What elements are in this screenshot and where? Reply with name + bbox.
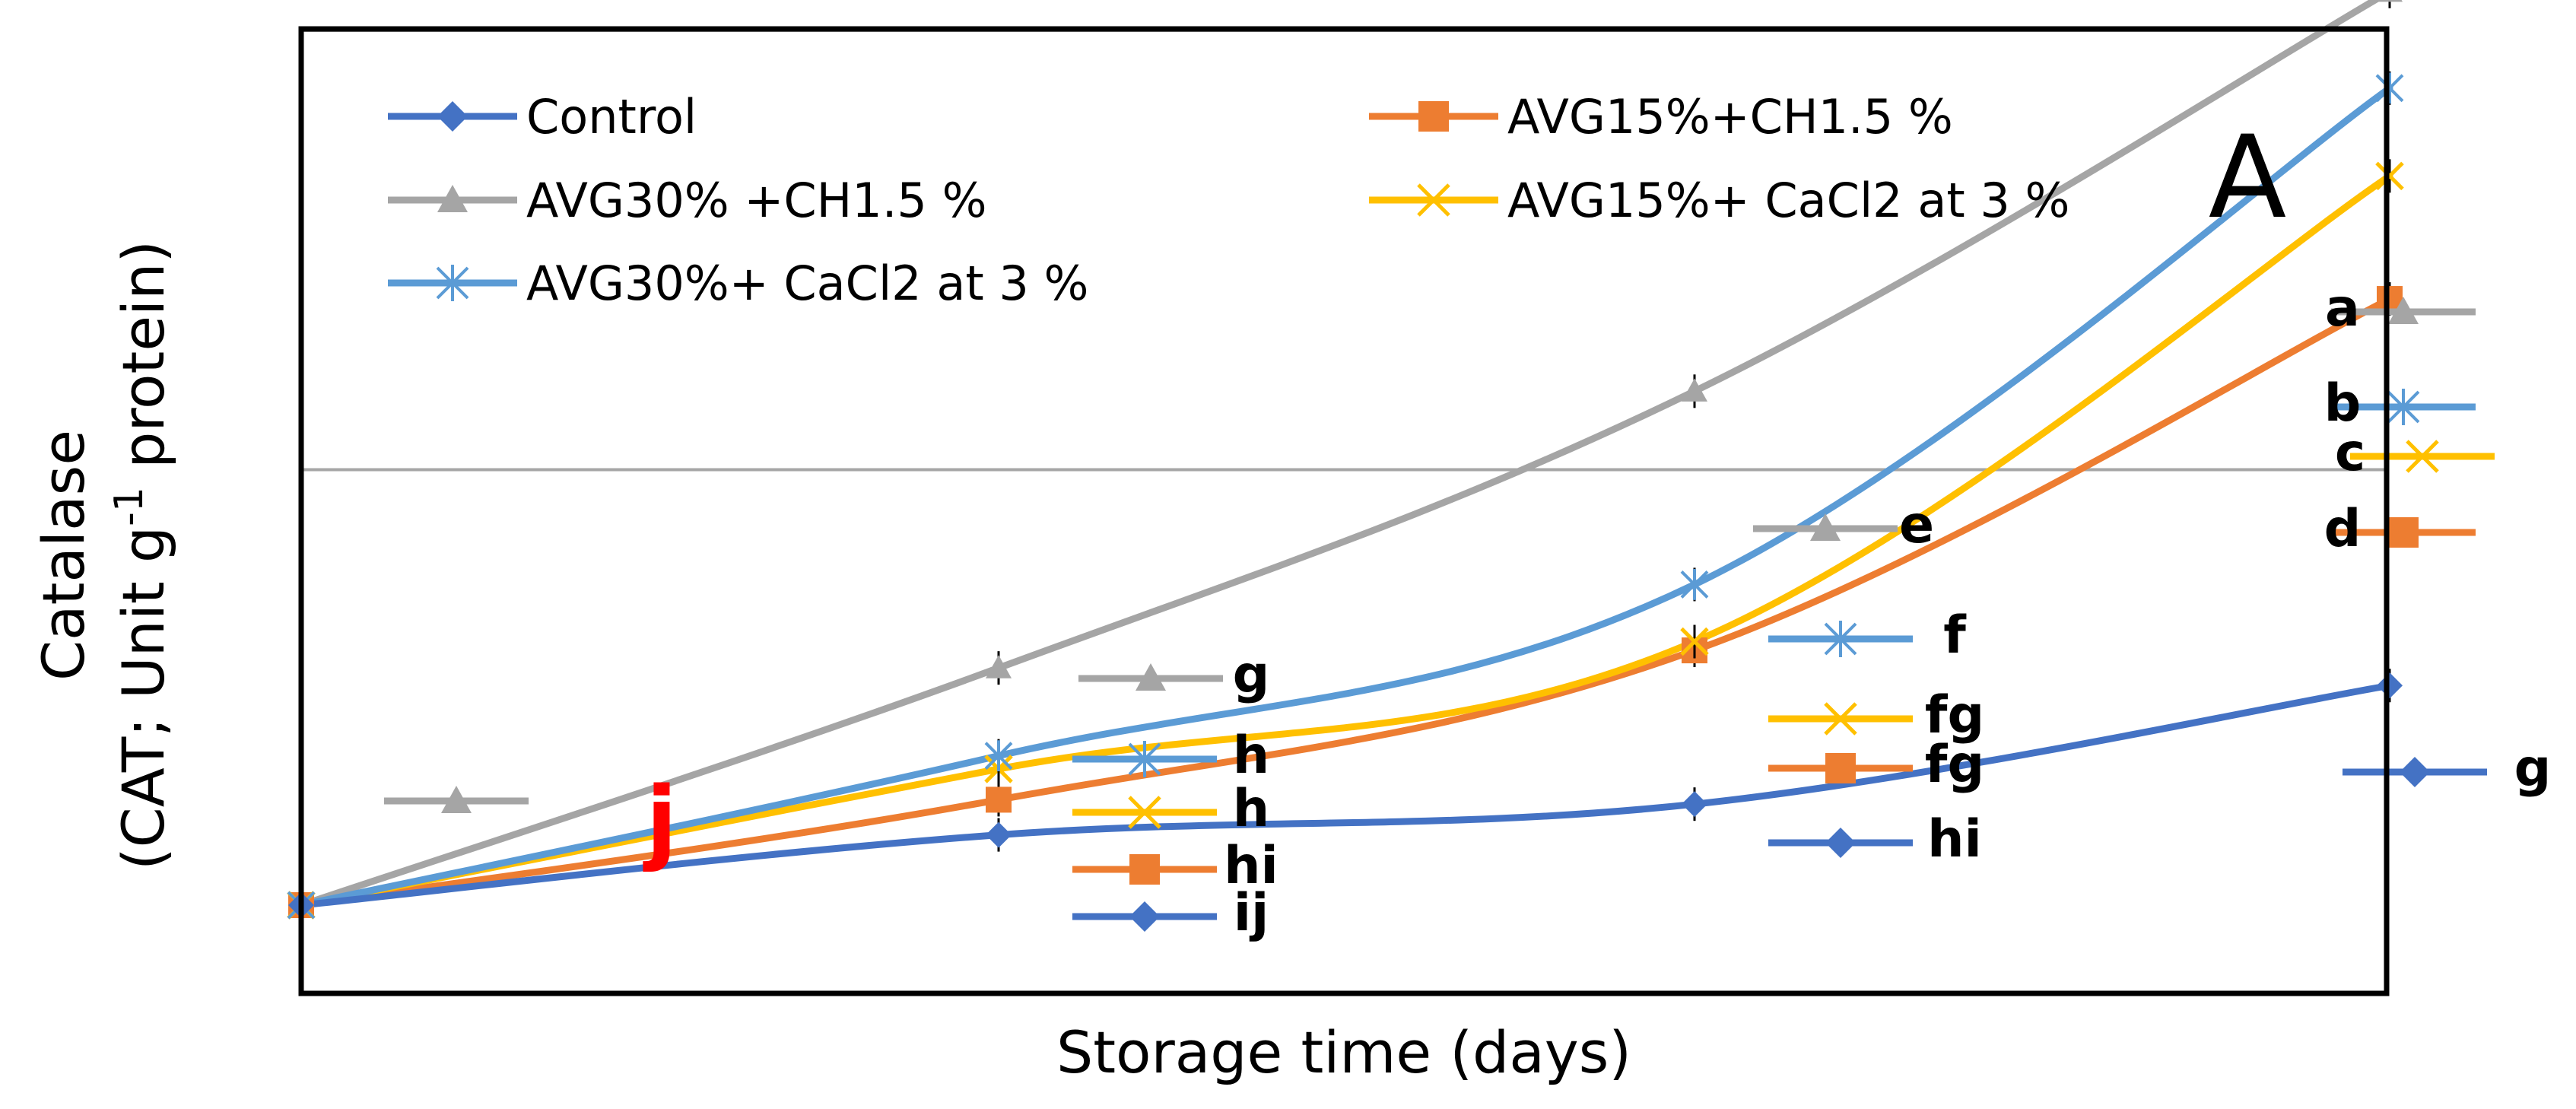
legend-swatch-marker-1 <box>437 101 468 132</box>
sig-key-marker-10 <box>2400 757 2430 787</box>
data-point-3-2 <box>1682 378 1707 402</box>
series-line-5 <box>297 84 2393 909</box>
plot-area-border <box>298 26 2390 996</box>
series-line-4 <box>297 172 2393 909</box>
data-point-3-1 <box>986 655 1012 678</box>
data-point-2-1 <box>986 786 1012 813</box>
legend: Control AVG15%+CH1.5 % AVG30% +CH1.5 % AVG1… <box>388 89 2069 311</box>
sig-letter-1: a <box>2325 278 2360 338</box>
sig-key-marker-13 <box>1129 854 1160 885</box>
data-point-1-1 <box>986 821 1012 848</box>
sig-letter-2: b <box>2324 373 2362 434</box>
sig-key-marker-2 <box>2387 389 2420 425</box>
sig-key-marker-12 <box>1128 796 1161 829</box>
data-point-4-3 <box>2375 161 2404 191</box>
sig-letter-6: f <box>1943 605 1967 666</box>
series-line-1 <box>297 682 2393 909</box>
legend-label-3: AVG30% +CH1.5 % <box>526 173 987 228</box>
x-axis-title: Storage time (days) <box>1056 1018 1631 1086</box>
y-axis-title-prefix: (CAT; Unit g <box>110 526 177 870</box>
legend-swatch-marker-3 <box>437 185 468 212</box>
legend-item-2: AVG15%+CH1.5 % <box>1369 89 1953 145</box>
sig-letter-14: hi <box>1927 809 1982 869</box>
sig-letter-16: j <box>643 768 677 874</box>
legend-swatch-marker-2 <box>1418 101 1449 132</box>
legend-item-5: AVG30%+ CaCl2 at 3 % <box>388 256 1088 311</box>
sig-letter-8: fg <box>1925 735 1984 795</box>
sig-letter-13: hi <box>1224 836 1278 896</box>
sig-letter-4: d <box>2324 499 2362 559</box>
legend-item-3: AVG30% +CH1.5 % <box>388 173 987 228</box>
sig-key-marker-15 <box>1129 901 1160 932</box>
data-point-5-2 <box>1680 569 1709 600</box>
sig-key-marker-11 <box>1128 741 1161 777</box>
legend-label-1: Control <box>526 89 697 145</box>
legend-swatch-marker-5 <box>436 265 469 301</box>
data-point-1-3 <box>2377 672 2403 699</box>
y-axis-title-line1: Catalase <box>30 430 97 681</box>
y-axis-title-suffix: protein) <box>110 240 177 487</box>
legend-item-1: Control <box>388 89 697 145</box>
legend-swatch-marker-4 <box>1417 183 1450 217</box>
data-point-5-1 <box>984 740 1013 772</box>
series-line-2 <box>297 295 2393 909</box>
sig-letter-11: h <box>1233 726 1269 786</box>
sig-key-marker-8 <box>1825 753 1856 783</box>
sig-key-marker-5 <box>1810 513 1841 541</box>
y-axis-title-superscript: -1 <box>106 487 152 526</box>
sig-letter-9: g <box>1233 645 1270 705</box>
sig-letter-15: ij <box>1234 883 1269 943</box>
sig-letter-7: fg <box>1925 685 1984 745</box>
legend-label-2: AVG15%+CH1.5 % <box>1507 89 1953 145</box>
data-point-1-2 <box>1682 791 1707 818</box>
series-line-3 <box>297 0 2382 909</box>
sig-letter-12: h <box>1233 779 1269 839</box>
sig-key-marker-14 <box>1825 828 1856 858</box>
legend-label-5: AVG30%+ CaCl2 at 3 % <box>526 256 1088 311</box>
sig-key-marker-3 <box>2406 440 2439 473</box>
sig-key-marker-7 <box>1824 702 1857 736</box>
panel-label: A <box>2209 112 2287 244</box>
sig-letter-10: g <box>2514 739 2552 799</box>
data-point-5-3 <box>2375 72 2404 104</box>
sig-letter-5: e <box>1899 495 1934 555</box>
data-point-3-3 <box>2377 0 2403 2</box>
legend-item-4: AVG15%+ CaCl2 at 3 % <box>1369 173 2069 228</box>
sig-key-marker-4 <box>2388 517 2419 548</box>
sig-key-marker-9 <box>1136 663 1166 691</box>
y-axis-title: Catalase (CAT; Unit g-1 protein) <box>30 240 177 870</box>
series-lines <box>297 0 2393 909</box>
sig-key-marker-6 <box>1824 621 1857 657</box>
sig-key-marker-16 <box>441 786 472 813</box>
sig-letter-3: c <box>2335 423 2365 483</box>
legend-label-4: AVG15%+ CaCl2 at 3 % <box>1507 173 2069 228</box>
sig-key-marker-1 <box>2388 297 2419 324</box>
y-axis-title-line2: (CAT; Unit g-1 protein) <box>106 240 177 870</box>
data-point-4-2 <box>1680 627 1709 656</box>
